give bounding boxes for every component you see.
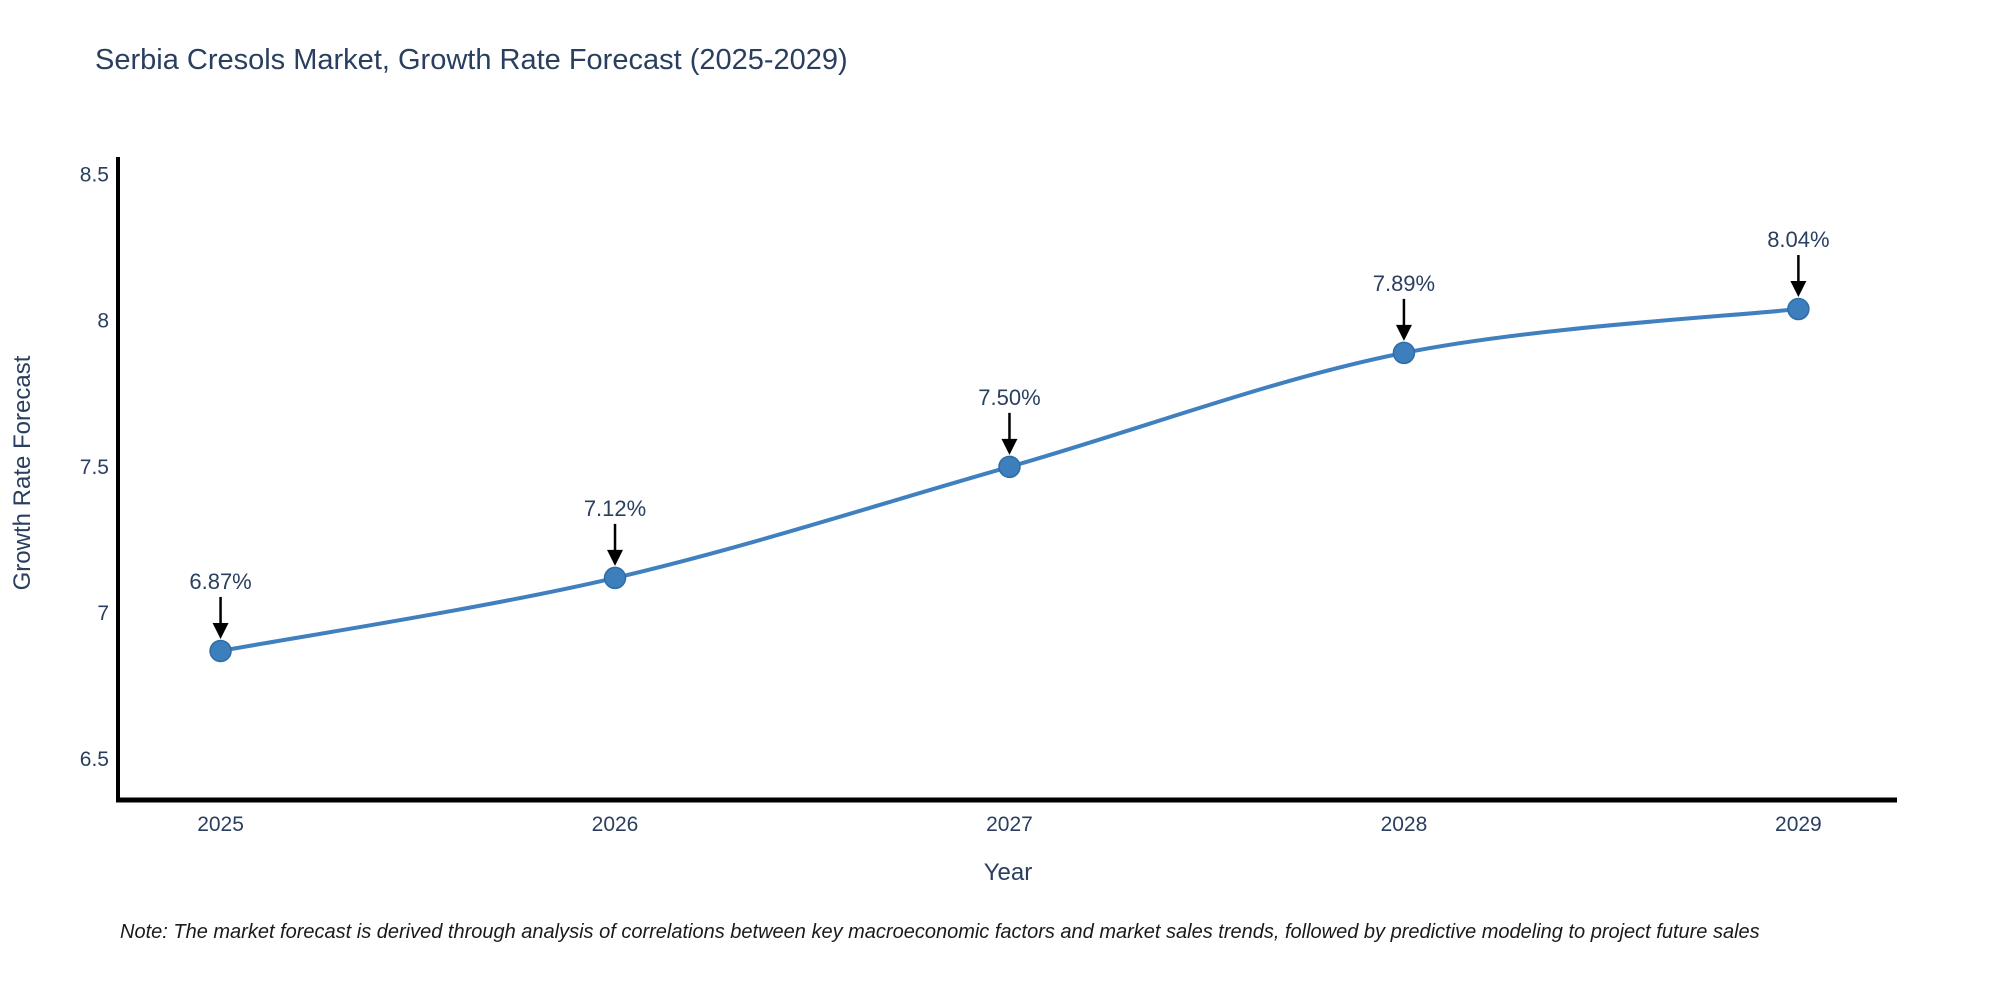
x-tick-label: 2025 [197,813,244,836]
data-point-label: 7.50% [978,385,1040,410]
data-point [1787,297,1810,321]
y-tick-label: 7 [97,602,109,625]
chart-title: Serbia Cresols Market, Growth Rate Forec… [95,44,848,76]
annotation-arrow-head [607,549,624,566]
x-tick-label: 2026 [592,813,639,836]
forecast-line [220,307,1799,653]
data-point-label: 6.87% [189,569,251,594]
y-tick-label: 6.5 [80,748,109,771]
data-point [998,455,1021,479]
data-point [1392,341,1416,365]
y-tick-label: 8.5 [80,164,109,187]
data-point-label: 8.04% [1767,227,1829,252]
data-point-label: 7.89% [1373,271,1435,296]
footnote: Note: The market forecast is derived thr… [120,921,1760,943]
y-tick-label: 7.5 [80,456,109,479]
annotation-arrow-head [212,622,229,639]
data-point-label: 7.12% [584,496,646,521]
x-tick-label: 2029 [1775,813,1822,836]
annotation-arrow-head [1001,438,1018,455]
x-tick-label: 2027 [986,813,1033,836]
data-point [603,566,627,590]
x-tick-label: 2028 [1381,813,1428,836]
x-axis-title: Year [983,859,1033,886]
data-point [209,639,232,663]
annotation-arrow-head [1395,324,1412,341]
y-tick-label: 8 [97,310,109,333]
annotation-arrow-head [1790,281,1807,298]
